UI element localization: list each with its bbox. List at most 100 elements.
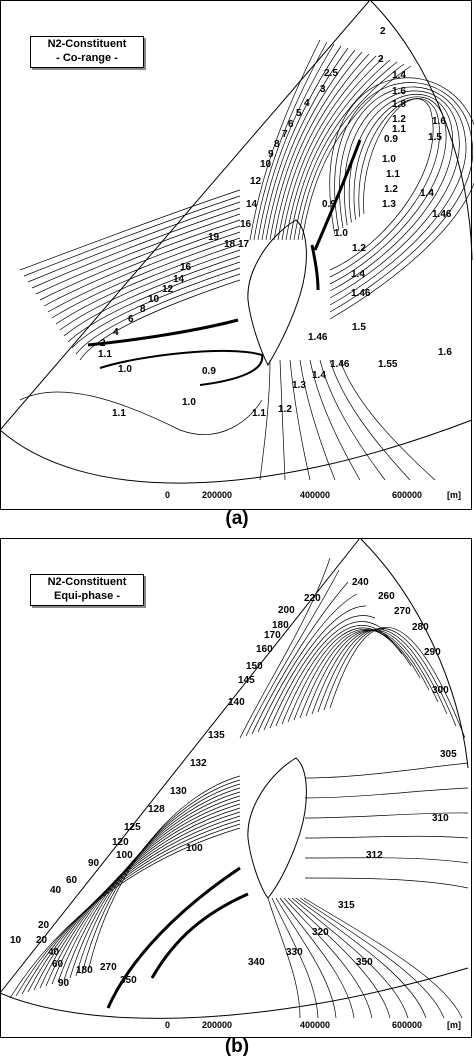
contour-lines (19, 39, 474, 481)
panel-equi-phase: 0 200000 400000 600000 [m] 240 260 270 280 2… (0, 537, 474, 1038)
contour-line (275, 621, 385, 727)
contour-line (75, 273, 241, 355)
contour-label: 40 (48, 947, 60, 958)
contour-label: 320 (312, 927, 329, 938)
contour-label: 0.9 (384, 134, 398, 145)
contour-line (279, 897, 355, 1019)
contour-label: 312 (366, 850, 383, 861)
contour-line (329, 77, 474, 320)
contour-label: 4 (304, 98, 310, 109)
contour-line (297, 63, 405, 241)
contour-label: 10 (10, 935, 22, 946)
contour-label: 1.46 (351, 288, 371, 299)
contour-label: 340 (248, 957, 265, 968)
contour-label: 19 (208, 232, 220, 243)
contour-line (249, 39, 321, 241)
contour-label: 1.0 (382, 154, 396, 165)
contour-label: 1.46 (432, 209, 452, 220)
contour-line (31, 207, 241, 289)
island-outline (247, 757, 307, 899)
contour-label: 1.46 (330, 359, 350, 370)
contour-label: 1.4 (351, 269, 365, 280)
contour-line (329, 359, 411, 481)
contour-line (47, 231, 241, 313)
contour-line (281, 55, 377, 241)
contour-label: 9 (268, 149, 274, 160)
contour-line (21, 819, 241, 995)
x-axis: 0 200000 400000 600000 [m] (165, 490, 461, 500)
contour-label: 145 (238, 675, 255, 686)
contour-label: 1.46 (308, 332, 328, 343)
contour-label: 12 (162, 284, 174, 295)
contour-line (45, 803, 241, 987)
co-range-contour-map: 0 200000 400000 600000 [m] 22.5345678910… (0, 0, 474, 500)
contour-line (245, 569, 340, 737)
contour-label: 310 (432, 813, 449, 824)
contour-label: 125 (124, 822, 141, 833)
contour-line (15, 823, 241, 997)
contour-label: 1.3 (382, 199, 396, 210)
contour-line (239, 557, 331, 739)
contour-label: 280 (412, 622, 429, 633)
sector-boundary (0, 537, 469, 1019)
contour-label: 1.5 (352, 322, 366, 333)
x-tick-label: 600000 (392, 1020, 422, 1030)
contour-line (63, 255, 241, 337)
contour-line (71, 267, 241, 349)
contour-label: 1.6 (438, 347, 452, 358)
contour-label: 260 (378, 591, 395, 602)
contour-line (275, 897, 337, 1019)
contour-label: 305 (440, 749, 457, 760)
contour-label: 60 (66, 875, 78, 886)
contour-line (19, 189, 241, 271)
contour-line (19, 391, 263, 435)
contour-label: 3 (320, 84, 326, 95)
contour-line (323, 628, 457, 727)
contour-line (301, 65, 412, 241)
contour-label: 1.2 (392, 114, 406, 125)
contour-line (257, 43, 335, 241)
contour-label: 170 (264, 630, 281, 641)
contour-lines (9, 557, 469, 1019)
contour-line (311, 629, 439, 715)
contour-label: 180 (76, 965, 93, 976)
contour-line (265, 47, 349, 241)
contour-label: 330 (286, 947, 303, 958)
contour-line (305, 629, 430, 717)
contour-line (329, 86, 467, 306)
contour-label: 1.4 (420, 188, 434, 199)
contour-label: 60 (52, 959, 64, 970)
contour-label: 1.0 (118, 364, 132, 375)
contour-label: 1.4 (312, 370, 326, 381)
contour-line (277, 53, 370, 241)
contour-label: 350 (356, 957, 373, 968)
contour-label: 0.9 (202, 366, 216, 377)
contour-label: 7 (282, 129, 288, 140)
legend-title: N2-Constituent (47, 576, 127, 588)
thick-contour-strait (310, 244, 320, 291)
contour-label: 150 (246, 661, 263, 672)
contour-label: 130 (170, 786, 187, 797)
contour-label: 12 (250, 176, 262, 187)
contour-label: 40 (50, 885, 62, 896)
island-outline (247, 219, 307, 367)
x-tick-label: 400000 (300, 490, 330, 500)
contour-label: 16 (240, 219, 252, 230)
contour-line (23, 195, 241, 277)
contour-label: 14 (246, 199, 258, 210)
contour-line (299, 629, 421, 719)
contour-label: 220 (304, 593, 321, 604)
contour-line (304, 812, 469, 819)
contour-line (317, 628, 448, 715)
contour-line (329, 98, 440, 278)
contour-label: 200 (278, 605, 295, 616)
contour-label: 2 (380, 26, 386, 37)
contour-label: 90 (88, 858, 100, 869)
contour-line (59, 249, 241, 331)
contour-label: 1.3 (292, 380, 306, 391)
legend-title: N2-Constituent (47, 38, 127, 50)
contour-label: 140 (228, 697, 245, 708)
contour-label: 1.5 (428, 132, 442, 143)
contour-line (304, 877, 469, 889)
